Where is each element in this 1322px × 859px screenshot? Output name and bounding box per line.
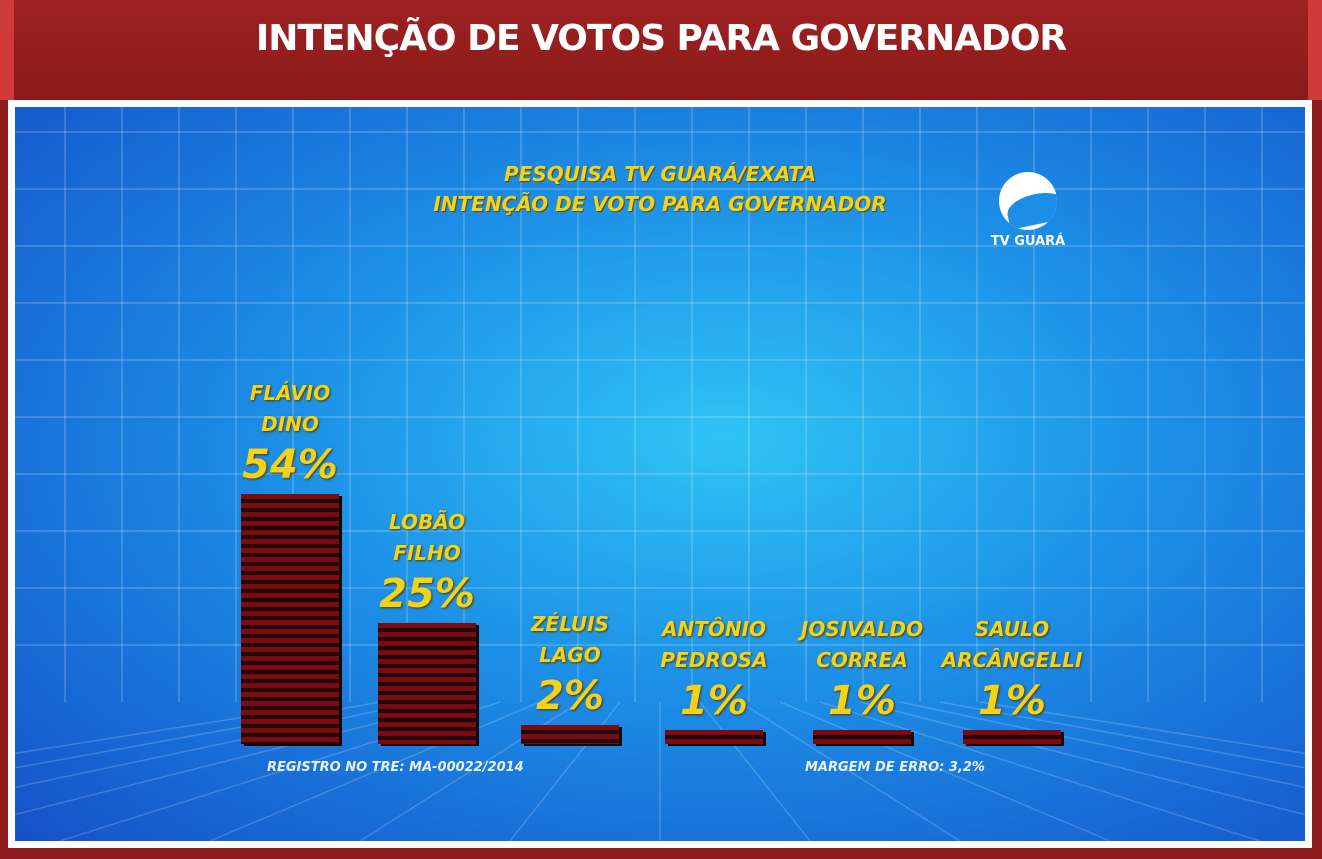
percent-label: 1%	[978, 677, 1046, 724]
bar	[963, 729, 1061, 744]
chart-subtitle: INTENÇÃO DE VOTO PARA GOVERNADOR	[433, 192, 887, 216]
logo-text: TV GUARÁ	[990, 234, 1066, 249]
header-side-right	[1308, 0, 1322, 100]
registro-note: REGISTRO NO TRE: MA-00022/2014	[267, 760, 524, 775]
bar	[521, 725, 619, 744]
grid-line	[509, 701, 621, 841]
candidate-name: PEDROSA	[660, 647, 768, 672]
bar-label: ANTÔNIO PEDROSA 1%	[629, 614, 799, 726]
candidate-name: CORREA	[816, 647, 908, 672]
margem-note: MARGEM DE ERRO: 3,2%	[805, 760, 985, 775]
candidate-name: FLÁVIO	[249, 380, 331, 405]
candidate-name: LAGO	[539, 643, 601, 668]
grid-line	[15, 701, 461, 816]
grid-line	[779, 701, 1111, 841]
bar-label: ZÉLUIS LAGO 2%	[485, 609, 655, 721]
bar-label: LOBÃO FILHO 25%	[342, 507, 512, 619]
bar	[241, 493, 339, 744]
bar-label: JOSIVALDO CORREA 1%	[777, 614, 947, 726]
bar-label: SAULO ARCÂNGELLI 1%	[927, 614, 1097, 726]
grid-line	[819, 701, 1261, 841]
bar	[378, 622, 476, 744]
candidate-name: DINO	[261, 411, 319, 436]
grid-line	[15, 701, 341, 755]
grid-line	[979, 701, 1305, 755]
chart-panel: PESQUISA TV GUARÁ/EXATA INTENÇÃO DE VOTO…	[15, 107, 1305, 841]
percent-label: 1%	[680, 677, 748, 724]
bar	[665, 729, 763, 744]
percent-label: 25%	[379, 570, 475, 617]
bar	[813, 729, 911, 744]
candidate-name: ZÉLUIS	[531, 612, 609, 637]
header-side-left	[0, 0, 14, 100]
page-title: INTENÇÃO DE VOTOS PARA GOVERNADOR	[255, 18, 1067, 59]
candidate-name: LOBÃO	[388, 509, 466, 534]
grid-line	[899, 701, 1305, 789]
bar-label: FLÁVIO DINO 54%	[205, 378, 375, 490]
grid-line	[739, 701, 961, 841]
candidate-name: ARCÂNGELLI	[941, 647, 1083, 672]
candidate-name: ANTÔNIO	[661, 616, 767, 641]
header-band: INTENÇÃO DE VOTOS PARA GOVERNADOR	[0, 0, 1322, 100]
grid-line	[699, 701, 811, 841]
chart-frame: PESQUISA TV GUARÁ/EXATA INTENÇÃO DE VOTO…	[8, 100, 1312, 848]
candidate-name: JOSIVALDO	[800, 616, 924, 641]
grid-line	[209, 701, 541, 841]
percent-label: 2%	[536, 673, 604, 720]
grid-lines	[15, 107, 1305, 841]
candidate-name: SAULO	[974, 616, 1050, 641]
tv-guara-logo: TV GUARÁ	[983, 172, 1073, 249]
logo-icon	[999, 172, 1057, 230]
grid-line	[939, 701, 1305, 769]
candidate-name: FILHO	[393, 540, 461, 565]
grid-line	[859, 701, 1305, 816]
percent-label: 1%	[828, 677, 896, 724]
percent-label: 54%	[242, 441, 338, 488]
chart-title: PESQUISA TV GUARÁ/EXATA	[504, 162, 816, 186]
